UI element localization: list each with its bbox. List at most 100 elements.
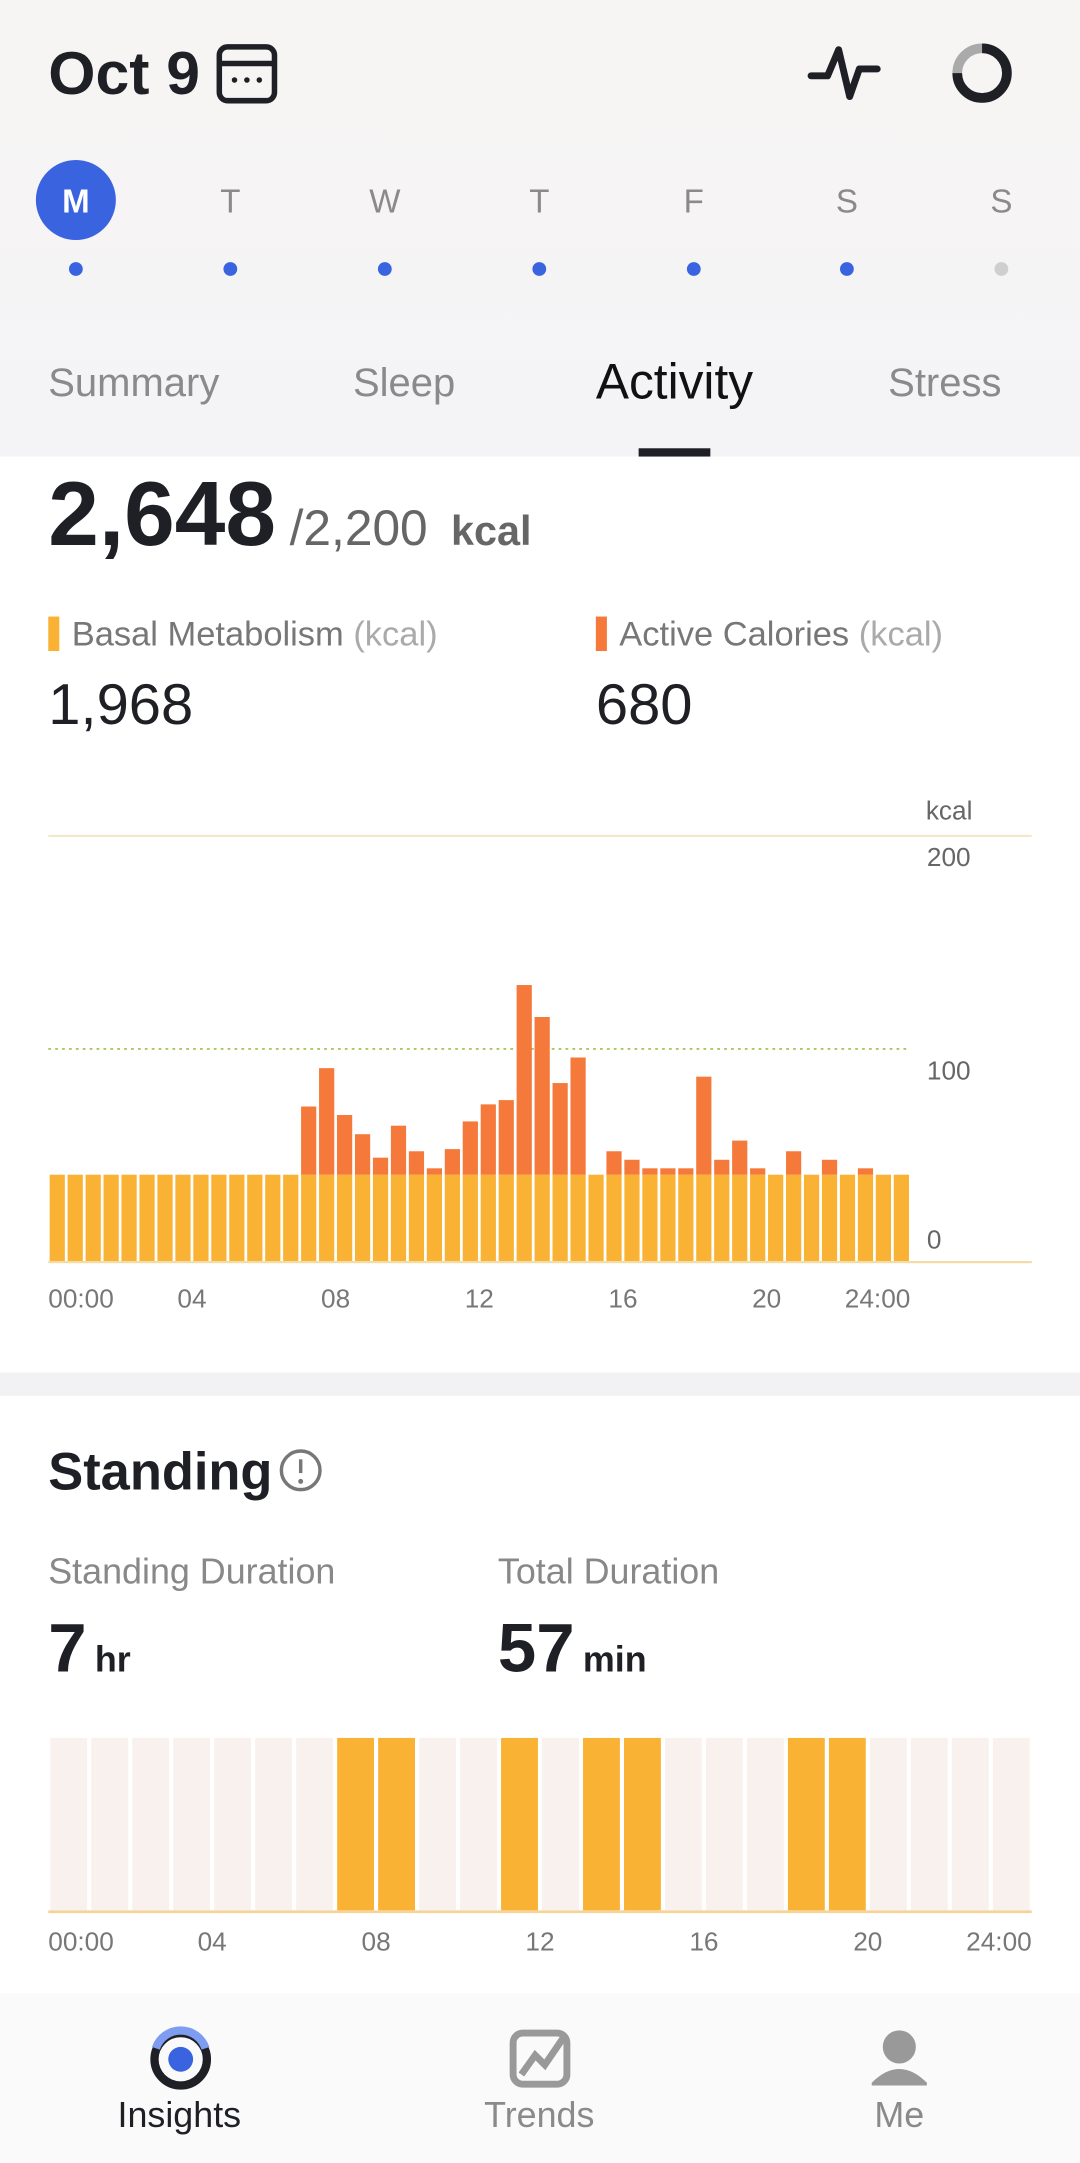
- x-tick-label: 24:00: [966, 1926, 1032, 1956]
- stat-unit: min: [583, 1640, 647, 1680]
- bar-segment: [768, 1174, 784, 1263]
- bar-segment: [301, 1174, 317, 1263]
- bar-segment: [462, 1174, 478, 1263]
- legend-label: Active Calories (kcal): [619, 616, 943, 654]
- day-label[interactable]: M: [62, 183, 90, 220]
- tab[interactable]: Sleep: [353, 361, 455, 405]
- bar-segment: [229, 1174, 245, 1263]
- bar-segment: [372, 1157, 389, 1175]
- x-tick-label: 04: [177, 1284, 206, 1314]
- slot-bg: [460, 1737, 497, 1911]
- bar-segment: [265, 1174, 281, 1263]
- bar-segment: [534, 1174, 550, 1263]
- calorie-total: 2,648: [48, 464, 276, 565]
- bar-segment: [534, 1016, 550, 1175]
- info-icon[interactable]: [279, 1449, 322, 1492]
- x-tick-label: 24:00: [845, 1284, 911, 1314]
- bar-segment: [390, 1125, 407, 1175]
- day-selected-bg: [35, 159, 116, 240]
- nav-label[interactable]: Me: [874, 2095, 924, 2135]
- standing-bar: [501, 1737, 538, 1911]
- standing-bar: [828, 1737, 866, 1911]
- x-tick-label: 00:00: [48, 1926, 114, 1956]
- slot-bg: [951, 1737, 989, 1911]
- bar-segment: [121, 1174, 137, 1263]
- day-label[interactable]: T: [529, 183, 549, 220]
- x-tick-label: 12: [465, 1284, 494, 1314]
- slot-bg: [910, 1737, 948, 1911]
- tab[interactable]: Activity: [596, 354, 753, 410]
- insights-icon[interactable]: [150, 2026, 212, 2090]
- day-label[interactable]: S: [990, 183, 1012, 220]
- bar-segment: [516, 985, 532, 1175]
- bar-segment: [139, 1174, 155, 1263]
- bar-segment: [444, 1149, 460, 1175]
- bar-segment: [714, 1174, 730, 1263]
- bar-segment: [786, 1151, 802, 1175]
- metric-value: 680: [596, 673, 693, 737]
- bar-segment: [175, 1174, 191, 1263]
- x-tick-label: 20: [752, 1284, 781, 1314]
- stat-value: 7 hr: [48, 1610, 131, 1687]
- pulse-icon[interactable]: [807, 46, 881, 100]
- standing-bar: [624, 1737, 661, 1911]
- bar-segment: [354, 1134, 371, 1175]
- me-icon[interactable]: [871, 2030, 927, 2086]
- day-label[interactable]: S: [836, 183, 858, 220]
- y-tick-label: 0: [927, 1224, 942, 1254]
- bar-segment: [337, 1115, 353, 1175]
- stat-number: 57: [498, 1610, 575, 1687]
- bar-segment: [319, 1174, 335, 1263]
- bar-segment: [660, 1174, 676, 1263]
- bar-segment: [337, 1174, 353, 1263]
- bar-segment: [570, 1174, 586, 1263]
- nav-label[interactable]: Insights: [118, 2095, 242, 2135]
- y-tick-label: 200: [927, 842, 971, 872]
- bar-segment: [660, 1168, 676, 1175]
- calendar-icon[interactable]: [216, 44, 278, 104]
- stat-label: Standing Duration: [48, 1551, 335, 1591]
- slot-bg: [173, 1737, 211, 1911]
- stat-label: Total Duration: [498, 1551, 719, 1591]
- bar-segment: [857, 1174, 874, 1263]
- bar-segment: [157, 1174, 173, 1263]
- bar-segment: [444, 1174, 460, 1263]
- legend-swatch: [48, 616, 60, 652]
- x-tick-label: 08: [321, 1284, 350, 1314]
- standing-bar: [378, 1737, 415, 1911]
- x-tick-label: 04: [198, 1926, 227, 1956]
- standing-title: Standing: [48, 1444, 272, 1502]
- bar-segment: [319, 1068, 335, 1175]
- trends-icon[interactable]: [509, 2029, 571, 2088]
- day-label[interactable]: T: [220, 183, 240, 220]
- bar-segment: [408, 1174, 425, 1263]
- metric-value: 1,968: [48, 673, 193, 737]
- calorie-unit: kcal: [451, 508, 532, 554]
- slot-bg: [992, 1737, 1030, 1911]
- bar-segment: [408, 1151, 425, 1175]
- x-tick-label: 00:00: [48, 1284, 114, 1314]
- legend-unit: (kcal): [353, 616, 437, 654]
- calorie-goal: /2,200: [290, 500, 428, 556]
- bar-segment: [714, 1159, 730, 1175]
- tab[interactable]: Summary: [48, 361, 219, 405]
- bar-segment: [372, 1174, 389, 1263]
- legend-swatch: [595, 616, 607, 652]
- bar-segment: [696, 1174, 712, 1263]
- day-label[interactable]: W: [369, 183, 401, 220]
- bar-segment: [821, 1159, 838, 1175]
- slot-bg: [296, 1737, 334, 1911]
- bar-segment: [247, 1174, 263, 1263]
- day-label[interactable]: F: [684, 183, 704, 220]
- bar-segment: [606, 1174, 622, 1263]
- sync-icon[interactable]: [952, 43, 1012, 103]
- slot-bg: [214, 1737, 252, 1911]
- legend-name: Basal Metabolism: [72, 616, 344, 654]
- nav-label[interactable]: Trends: [484, 2095, 594, 2135]
- slot-bg: [419, 1737, 456, 1911]
- date[interactable]: Oct 9: [48, 39, 200, 107]
- tab[interactable]: Stress: [888, 361, 1001, 405]
- bar-segment: [750, 1174, 766, 1263]
- bar-segment: [426, 1168, 443, 1175]
